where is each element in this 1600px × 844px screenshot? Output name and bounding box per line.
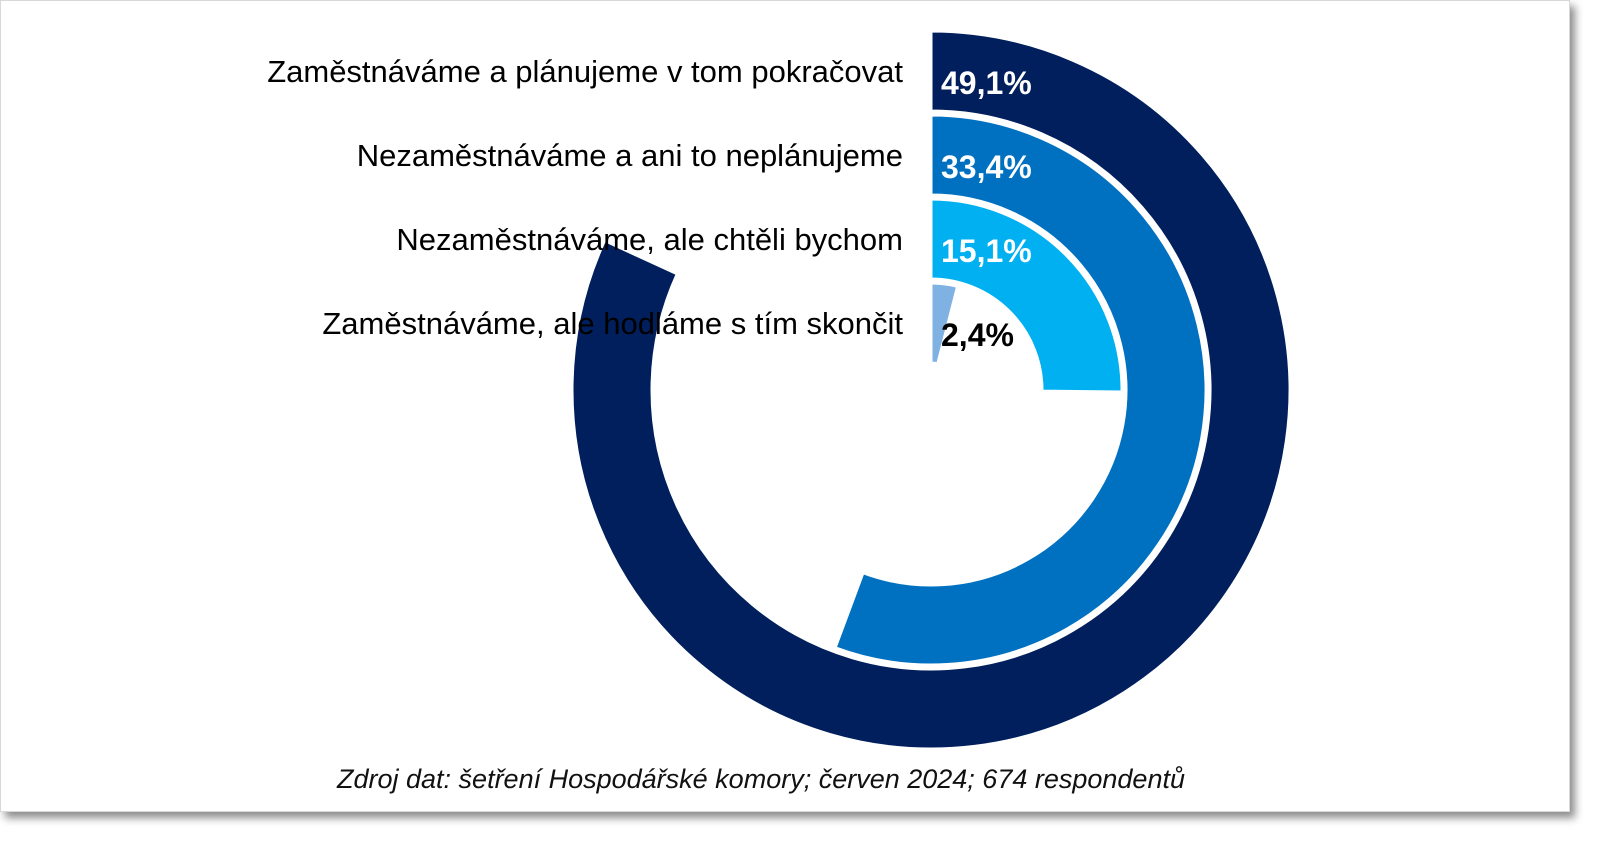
- value-label-nezamestnavame-a-ani-to-neplanujeme: 33,4%: [941, 149, 1032, 185]
- chart-frame: Zaměstnáváme a plánujeme v tom pokračova…: [0, 0, 1570, 812]
- category-label-nezamestnavame-ale-chteli-bychom: Nezaměstnáváme, ale chtěli bychom: [396, 222, 903, 257]
- category-label-zamestnavame-a-planujeme-v-tom-pokracovat: Zaměstnáváme a plánujeme v tom pokračova…: [267, 54, 903, 89]
- radial-bar-chart: Zaměstnáváme a plánujeme v tom pokračova…: [267, 29, 1292, 751]
- value-label-zamestnavame-ale-hodlame-s-tim-skoncit: 2,4%: [941, 317, 1014, 353]
- category-label-zamestnavame-ale-hodlame-s-tim-skoncit: Zaměstnáváme, ale hodláme s tím skončit: [322, 306, 903, 341]
- source-note: Zdroj dat: šetření Hospodářské komory; č…: [337, 764, 1185, 794]
- category-label-nezamestnavame-a-ani-to-neplanujeme: Nezaměstnáváme a ani to neplánujeme: [357, 138, 903, 173]
- value-label-nezamestnavame-ale-chteli-bychom: 15,1%: [941, 233, 1032, 269]
- bar-zamestnavame-ale-hodlame-s-tim-skoncit: [929, 281, 960, 366]
- value-label-zamestnavame-a-planujeme-v-tom-pokracovat: 49,1%: [941, 65, 1032, 101]
- bar-zamestnavame-a-planujeme-v-tom-pokracovat: [570, 29, 1292, 751]
- bar-nezamestnavame-a-ani-to-neplanujeme: [833, 113, 1208, 667]
- bar-nezamestnavame-ale-chteli-bychom: [929, 197, 1124, 394]
